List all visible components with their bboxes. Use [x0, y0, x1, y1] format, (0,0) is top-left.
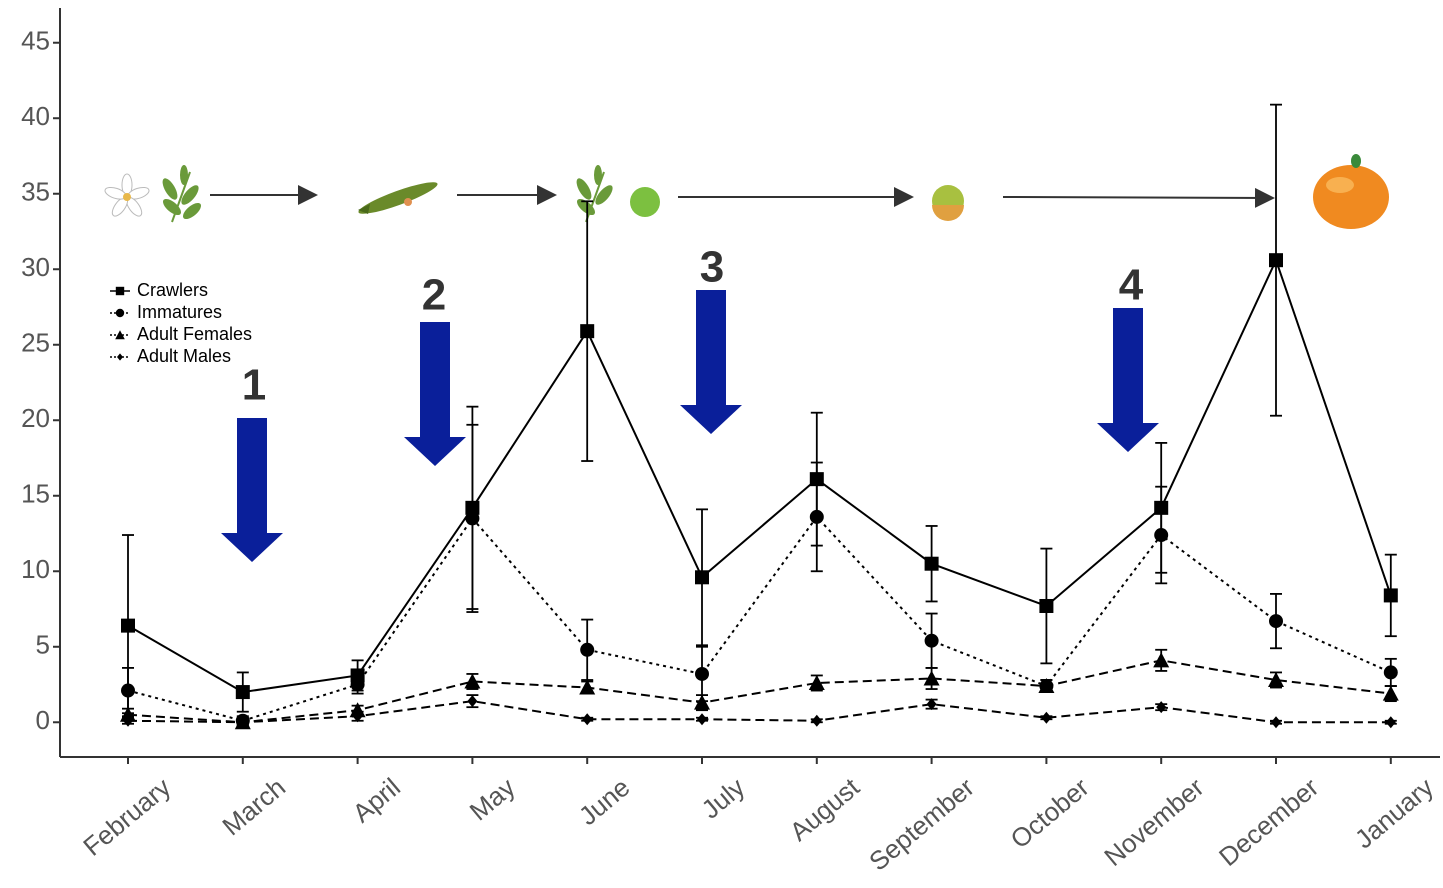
x-tick-label: March: [216, 772, 291, 841]
data-point: [697, 713, 707, 725]
data-point: [1153, 652, 1169, 667]
x-tick-label: May: [464, 772, 521, 827]
data-point: [1269, 253, 1283, 267]
x-tick-label: September: [863, 772, 980, 877]
chart: 1 2 3 4 0 5 10 15 20 25 30 35 40 45 February March A…: [0, 0, 1443, 883]
y-tick-label: 25: [21, 328, 50, 358]
y-tick-label: 30: [21, 252, 50, 282]
x-tick-label: November: [1098, 772, 1209, 872]
data-point: [1039, 599, 1053, 613]
data-point: [1154, 528, 1168, 542]
x-tick-label: October: [1005, 772, 1095, 855]
data-point: [121, 684, 135, 698]
legend-label: Adult Males: [137, 346, 231, 366]
legend-marker: [116, 287, 124, 295]
y-tick-label: 20: [21, 403, 50, 433]
y-tick-label: 5: [36, 630, 50, 660]
y-tick-label: 35: [21, 177, 50, 207]
data-point: [351, 678, 365, 692]
annotation: 1: [242, 361, 266, 410]
y-tick-label: 40: [21, 101, 50, 131]
series-line: [128, 517, 1391, 721]
annotation: 2: [422, 271, 446, 320]
annotation: 3: [700, 243, 724, 292]
data-point: [812, 715, 822, 727]
data-point: [810, 510, 824, 524]
data-point: [694, 695, 710, 710]
legend-marker: [116, 309, 124, 317]
legend-label: Crawlers: [137, 280, 208, 300]
annotation: 4: [1119, 261, 1144, 310]
data-point: [236, 685, 250, 699]
y-tick-label: 15: [21, 479, 50, 509]
data-point: [810, 472, 824, 486]
plot-area: 0 5 10 15 20 25 30 35 40 45 February March April May J…: [21, 26, 1439, 877]
data-point: [695, 570, 709, 584]
y-tick-label: 45: [21, 26, 50, 56]
data-point: [465, 511, 479, 525]
data-point: [1041, 712, 1051, 724]
series-line: [128, 260, 1391, 692]
y-tick-label: 10: [21, 554, 50, 584]
legend-label: Immatures: [137, 302, 222, 322]
data-point: [695, 667, 709, 681]
legend-marker: [117, 353, 123, 360]
x-tick-label: July: [696, 772, 751, 825]
x-tick-label: June: [573, 772, 635, 831]
data-point: [1156, 701, 1166, 713]
data-point: [1384, 665, 1398, 679]
x-tick-label: January: [1349, 772, 1439, 854]
data-point: [1271, 716, 1281, 728]
data-point: [1384, 588, 1398, 602]
data-point: [925, 634, 939, 648]
data-point: [1383, 686, 1399, 701]
data-point: [121, 619, 135, 633]
phenology-icons: [104, 154, 1389, 229]
data-point: [1154, 501, 1168, 515]
series-line: [128, 701, 1391, 722]
data-point: [580, 643, 594, 657]
x-tick-label: August: [784, 771, 866, 847]
data-point: [925, 557, 939, 571]
x-tick-label: December: [1213, 772, 1324, 872]
data-point: [582, 713, 592, 725]
y-tick-label: 0: [36, 705, 50, 735]
x-tick-label: April: [347, 772, 406, 828]
data-point: [1269, 614, 1283, 628]
treatment-arrows: [221, 290, 1159, 562]
legend-label: Adult Females: [137, 324, 252, 344]
x-tick-label: February: [77, 772, 176, 862]
data-point: [467, 695, 477, 707]
data-point: [580, 324, 594, 338]
data-point: [1386, 716, 1396, 728]
